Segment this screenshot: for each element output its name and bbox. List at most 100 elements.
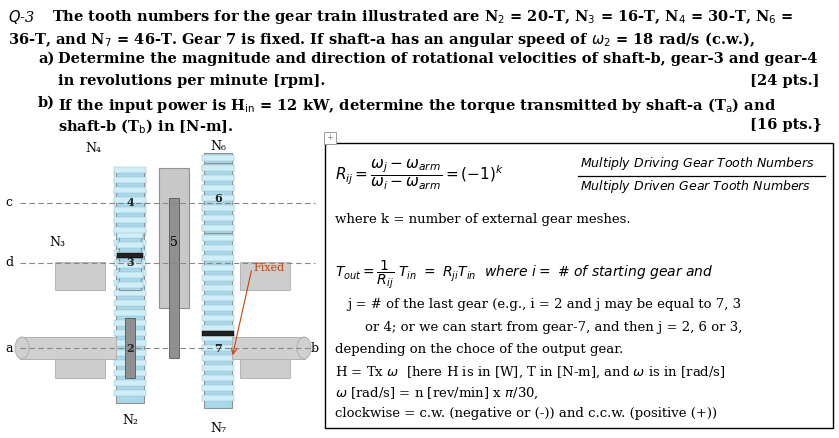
Bar <box>202 245 234 251</box>
Text: a: a <box>5 342 13 354</box>
Bar <box>20 337 116 359</box>
Bar <box>114 170 146 176</box>
Bar <box>119 235 141 290</box>
Text: $R_{ij} = \dfrac{\omega_j - \omega_{arm}}{\omega_i - \omega_{arm}} = (-1)^k$: $R_{ij} = \dfrac{\omega_j - \omega_{arm}… <box>335 158 504 192</box>
Text: depending on the choce of the output gear.: depending on the choce of the output gea… <box>335 343 623 356</box>
Bar <box>114 187 146 193</box>
Bar <box>114 300 146 306</box>
Bar <box>114 207 146 213</box>
Bar <box>117 242 143 248</box>
Text: The tooth numbers for the gear train illustrated are N$_2$ = 20-T, N$_3$ = 16-T,: The tooth numbers for the gear train ill… <box>52 8 794 26</box>
Bar <box>202 215 234 221</box>
Bar <box>117 262 143 268</box>
Bar <box>325 143 833 428</box>
Bar <box>114 320 146 326</box>
Bar <box>202 165 234 171</box>
Bar <box>202 295 234 301</box>
Bar <box>232 337 305 359</box>
Bar <box>114 380 146 386</box>
Bar <box>114 167 146 173</box>
Text: 36-T, and N$_7$ = 46-T. Gear 7 is fixed. If shaft-a has an angular speed of $\om: 36-T, and N$_7$ = 46-T. Gear 7 is fixed.… <box>8 30 755 49</box>
Text: ❖: ❖ <box>327 132 335 141</box>
Text: where k = number of external gear meshes.: where k = number of external gear meshes… <box>335 213 631 226</box>
Bar <box>117 252 143 258</box>
Bar <box>114 260 146 266</box>
Bar <box>202 215 234 221</box>
Bar <box>114 370 146 376</box>
Bar <box>204 163 232 233</box>
Text: 4: 4 <box>126 198 134 208</box>
Text: a): a) <box>38 52 55 66</box>
Bar <box>202 395 234 401</box>
Bar <box>202 155 234 161</box>
Bar <box>114 177 146 183</box>
Bar <box>240 338 290 378</box>
Bar <box>114 270 146 276</box>
Bar <box>117 272 143 278</box>
Bar <box>202 365 234 371</box>
Text: +: + <box>326 133 333 141</box>
Bar <box>114 220 146 226</box>
Text: $\mathit{Q}$-3: $\mathit{Q}$-3 <box>8 8 35 26</box>
Text: $\mathit{Multiply\ Driving\ Gear\ Tooth\ Numbers}$: $\mathit{Multiply\ Driving\ Gear\ Tooth\… <box>580 155 815 172</box>
Bar <box>240 262 290 290</box>
Bar <box>169 198 179 358</box>
Bar <box>114 330 146 336</box>
Text: 5: 5 <box>170 237 178 250</box>
Text: Determine the magnitude and direction of rotational velocities of shaft-b, gear-: Determine the magnitude and direction of… <box>58 52 817 66</box>
Bar <box>114 230 146 236</box>
Bar <box>114 280 146 286</box>
Text: [16 pts.}: [16 pts.} <box>750 118 822 132</box>
Bar <box>202 185 234 191</box>
Text: N₃: N₃ <box>49 236 65 248</box>
Bar <box>202 205 234 211</box>
Bar <box>202 325 234 331</box>
Text: 7: 7 <box>214 343 221 353</box>
Bar <box>125 318 135 378</box>
Bar <box>114 240 146 246</box>
Bar <box>202 275 234 281</box>
Bar <box>55 262 105 290</box>
Bar <box>202 205 234 211</box>
Text: [24 pts.]: [24 pts.] <box>750 74 820 88</box>
Bar <box>114 290 146 296</box>
Bar <box>202 335 234 341</box>
Bar <box>114 180 146 186</box>
Text: $\mathit{Multiply\ Driven\ Gear\ Tooth\ Numbers}$: $\mathit{Multiply\ Driven\ Gear\ Tooth\ … <box>580 178 811 195</box>
Bar <box>324 132 336 144</box>
Text: j = # of the last gear (e.g., i = 2 and j may be equal to 7, 3: j = # of the last gear (e.g., i = 2 and … <box>347 298 741 311</box>
Ellipse shape <box>15 337 29 359</box>
Bar <box>202 331 234 336</box>
Text: b): b) <box>38 96 55 110</box>
Bar <box>114 340 146 346</box>
Bar <box>117 282 143 288</box>
Text: N₂: N₂ <box>122 413 138 427</box>
Bar <box>202 175 234 181</box>
Text: clockwise = c.w. (negative or (-)) and c.c.w. (positive (+)): clockwise = c.w. (negative or (-)) and c… <box>335 407 717 420</box>
Bar <box>117 232 143 238</box>
Text: N₇: N₇ <box>210 421 226 434</box>
Bar <box>202 255 234 261</box>
Bar <box>202 285 234 291</box>
Text: b: b <box>311 342 319 354</box>
Bar <box>202 345 234 351</box>
Bar <box>202 375 234 381</box>
Bar <box>114 360 146 366</box>
Bar <box>114 350 146 356</box>
Bar <box>202 315 234 321</box>
Bar <box>117 253 143 258</box>
Text: H = Tx $\omega$  [here H is in [W], T in [N-m], and $\omega$ is in [rad/s]: H = Tx $\omega$ [here H is in [W], T in … <box>335 365 726 381</box>
Text: 6: 6 <box>214 192 221 204</box>
Bar <box>202 355 234 361</box>
Bar <box>202 195 234 201</box>
Bar <box>114 250 146 256</box>
Text: N₄: N₄ <box>85 141 101 155</box>
Text: $\omega$ [rad/s] = n [rev/min] x $\pi$/30,: $\omega$ [rad/s] = n [rev/min] x $\pi$/3… <box>335 386 539 402</box>
Bar <box>114 200 146 206</box>
Bar <box>204 153 232 408</box>
Text: in revolutions per minute [rpm].: in revolutions per minute [rpm]. <box>58 74 326 88</box>
Text: shaft-b (T$_\mathrm{b}$) in [N-m].: shaft-b (T$_\mathrm{b}$) in [N-m]. <box>58 118 233 136</box>
Text: $T_{out} = \dfrac{1}{R_{ij}}\ T_{in}\ =\ R_{ji}T_{in}$  $\mathit{where\ i =\ \#\: $T_{out} = \dfrac{1}{R_{ij}}\ T_{in}\ =\… <box>335 258 714 291</box>
Bar <box>116 170 144 235</box>
Bar <box>114 227 146 233</box>
